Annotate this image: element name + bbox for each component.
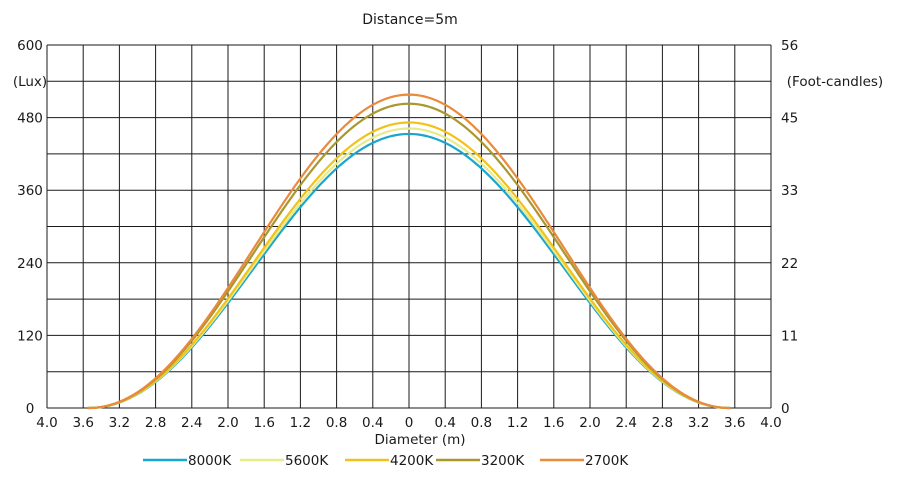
- y-right-tick-label: 11: [781, 328, 798, 344]
- x-tick-label: 1.6: [543, 415, 564, 431]
- y-left-tick-label: 120: [17, 328, 43, 344]
- y-right-tick-label: 45: [781, 111, 798, 127]
- x-tick-label: 2.4: [181, 415, 202, 431]
- y-right-tick-label: 0: [781, 401, 790, 417]
- legend: 8000K 5600K 4200K 3200K 2700K: [143, 453, 629, 469]
- x-tick-label: 3.6: [724, 415, 745, 431]
- y-left-tick-label: 480: [17, 111, 43, 127]
- x-tick-label: 4.0: [36, 415, 57, 431]
- series-line-3200K: [87, 102, 731, 410]
- y-right-axis-unit: (Foot-candles): [787, 74, 883, 90]
- series-line-2700K: [87, 93, 731, 410]
- x-tick-label: 1.2: [290, 415, 311, 431]
- x-tick-label: 0.4: [362, 415, 383, 431]
- x-axis-label: Diameter (m): [375, 432, 466, 448]
- x-tick-label: 1.6: [253, 415, 274, 431]
- y-left-tick-label: 0: [26, 401, 35, 417]
- y-right-tick-label: 22: [781, 256, 798, 272]
- x-tick-label: 3.2: [688, 415, 709, 431]
- x-tick-label: 1.2: [507, 415, 528, 431]
- y-left-tick-label: 600: [17, 38, 43, 54]
- y-right-tick-label: 33: [781, 183, 798, 199]
- x-tick-label: 0.8: [326, 415, 347, 431]
- grid: [46, 44, 772, 409]
- legend-label-5600K: 5600K: [285, 453, 329, 469]
- x-tick-label: 3.2: [109, 415, 130, 431]
- x-tick-label: 2.0: [579, 415, 600, 431]
- y-left-axis-unit: (Lux): [13, 74, 47, 90]
- x-tick-label: 2.4: [615, 415, 636, 431]
- legend-label-4200K: 4200K: [390, 453, 434, 469]
- y-left-tick-label: 240: [17, 256, 43, 272]
- legend-label-8000K: 8000K: [188, 453, 232, 469]
- series-line-4200K: [87, 121, 731, 410]
- legend-label-2700K: 2700K: [585, 453, 629, 469]
- y-right-tick-label: 56: [781, 38, 798, 54]
- x-tick-label: 2.8: [145, 415, 166, 431]
- x-tick-label: 4.0: [760, 415, 781, 431]
- x-tick-label: 0: [405, 415, 414, 431]
- legend-label-3200K: 3200K: [481, 453, 525, 469]
- series-lines: [87, 93, 731, 410]
- chart-title: Distance=5m: [362, 12, 458, 28]
- axis-ticks: 4.0 3.6 3.2 2.8 2.4 2.0 1.6 1.2 0.8 0.4 0 0.4 0.8 1.2…: [17, 38, 798, 431]
- x-tick-label: 0.4: [434, 415, 455, 431]
- x-tick-label: 2.8: [652, 415, 673, 431]
- x-tick-label: 2.0: [217, 415, 238, 431]
- x-tick-label: 3.6: [72, 415, 93, 431]
- y-left-tick-label: 360: [17, 183, 43, 199]
- x-tick-label: 0.8: [471, 415, 492, 431]
